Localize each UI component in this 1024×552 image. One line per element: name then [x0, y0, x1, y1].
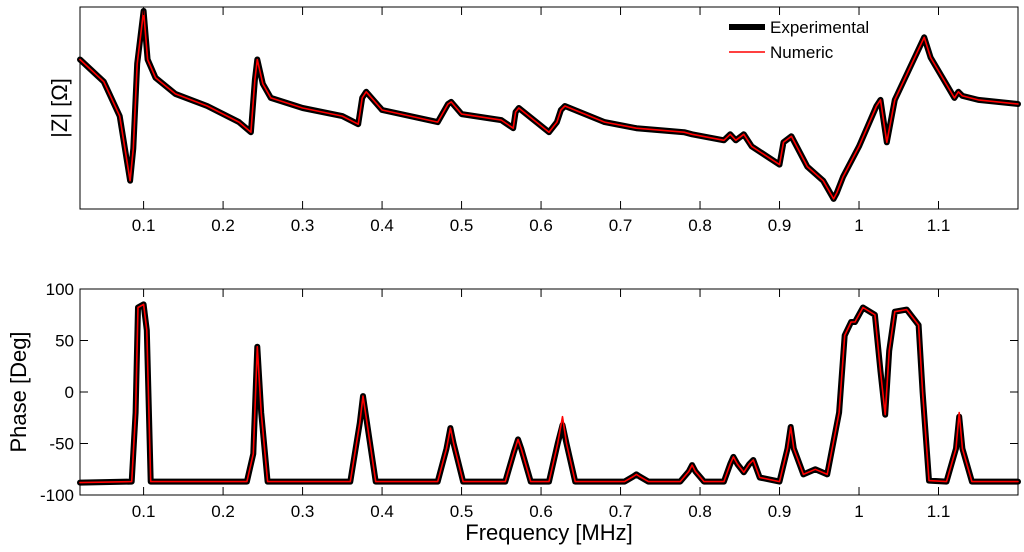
impedance-x-tick-label: 0.7 — [609, 216, 633, 235]
impedance-y-axis-label: |Z| [Ω] — [47, 78, 72, 138]
impedance-x-tick-label: 0.9 — [768, 216, 792, 235]
phase-x-tick-label: 0.5 — [450, 502, 474, 521]
phase-x-tick-label: 0.8 — [688, 502, 712, 521]
phase-x-ticks: 0.1 0.2 0.3 0.4 0.5 0.6 0.7 0.8 0.9 1 1.1 — [132, 289, 951, 521]
phase-y-tick-label: -50 — [49, 435, 74, 454]
phase-y-axis-label: Phase [Deg] — [6, 331, 31, 452]
phase-x-tick-label: 0.3 — [291, 502, 315, 521]
impedance-x-tick-label: 1 — [854, 216, 863, 235]
impedance-x-tick-label: 0.8 — [688, 216, 712, 235]
impedance-x-tick-label: 0.6 — [529, 216, 553, 235]
phase-x-tick-label: 0.4 — [370, 502, 394, 521]
phase-y-tick-label: 0 — [65, 383, 74, 402]
impedance-axes-box — [79, 6, 1019, 210]
phase-y-ticks: -100 -50 0 50 100 — [40, 280, 1018, 505]
phase-x-tick-label: 1 — [854, 502, 863, 521]
phase-x-tick-label: 0.2 — [211, 502, 235, 521]
phase-x-tick-label: 0.7 — [609, 502, 633, 521]
x-axis-label: Frequency [MHz] — [465, 520, 633, 545]
impedance-x-tick-label: 0.4 — [370, 216, 394, 235]
impedance-x-tick-label: 1.1 — [927, 216, 951, 235]
impedance-x-tick-label: 0.3 — [291, 216, 315, 235]
impedance-series-numeric — [79, 10, 1019, 200]
legend-label-numeric: Numeric — [770, 43, 834, 62]
impedance-x-ticks: 0.1 0.2 0.3 0.4 0.5 0.6 0.7 0.8 0.9 1 1.1 — [132, 7, 951, 235]
legend-label-experimental: Experimental — [770, 18, 869, 37]
phase-axes-box — [79, 288, 1019, 496]
legend: Experimental Numeric — [729, 18, 869, 62]
impedance-panel: 0.1 0.2 0.3 0.4 0.5 0.6 0.7 0.8 0.9 1 1.1 |Z| [Ω] … — [47, 6, 1021, 235]
phase-x-tick-label: 1.1 — [927, 502, 951, 521]
impedance-x-tick-label: 0.2 — [211, 216, 235, 235]
phase-y-tick-label: -100 — [40, 486, 74, 505]
impedance-series-layer — [77, 8, 1021, 202]
phase-x-tick-label: 0.6 — [529, 502, 553, 521]
phase-series-numeric — [79, 303, 1019, 484]
phase-x-tick-label: 0.9 — [768, 502, 792, 521]
phase-series-layer — [77, 301, 1021, 486]
impedance-x-tick-label: 0.5 — [450, 216, 474, 235]
phase-y-tick-label: 100 — [46, 280, 74, 299]
impedance-x-tick-label: 0.1 — [132, 216, 156, 235]
phase-panel: 0.1 0.2 0.3 0.4 0.5 0.6 0.7 0.8 0.9 1 1.1 -100 -50 0… — [6, 280, 1021, 545]
phase-x-tick-label: 0.1 — [132, 502, 156, 521]
phase-y-tick-label: 50 — [55, 332, 74, 351]
